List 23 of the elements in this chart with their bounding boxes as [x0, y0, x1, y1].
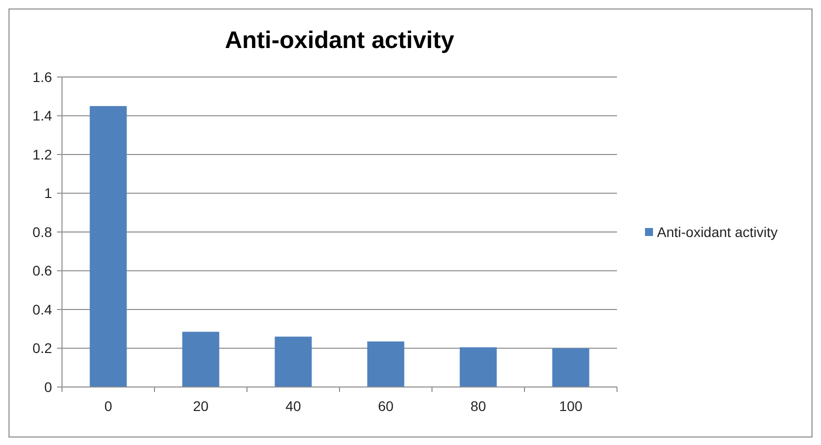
legend-label: Anti-oxidant activity: [657, 224, 778, 240]
y-tick-label: 0.8: [32, 224, 52, 240]
chart-title: Anti-oxidant activity: [224, 27, 455, 54]
bar: [460, 347, 497, 387]
y-tick-label: 0: [44, 378, 52, 395]
x-tick-label: 20: [192, 398, 209, 414]
bar: [90, 106, 127, 387]
y-tick-label: 0.6: [32, 262, 52, 279]
y-tick-label: 1.2: [32, 146, 52, 162]
y-tick-label: 1.6: [32, 68, 52, 85]
x-tick-label: 100: [559, 398, 583, 414]
bar: [552, 348, 590, 387]
bar: [274, 336, 312, 387]
x-tick-label: 60: [378, 398, 394, 414]
x-tick-label: 80: [470, 398, 486, 414]
y-tick-label: 1: [44, 185, 52, 202]
y-tick-label: 1.4: [32, 108, 52, 124]
x-tick-label: 40: [285, 398, 302, 414]
y-tick-label: 0.2: [32, 340, 52, 356]
bar: [182, 332, 220, 387]
bar: [367, 341, 404, 387]
x-tick-label: 0: [104, 398, 112, 414]
y-tick-label: 0.4: [32, 301, 52, 318]
